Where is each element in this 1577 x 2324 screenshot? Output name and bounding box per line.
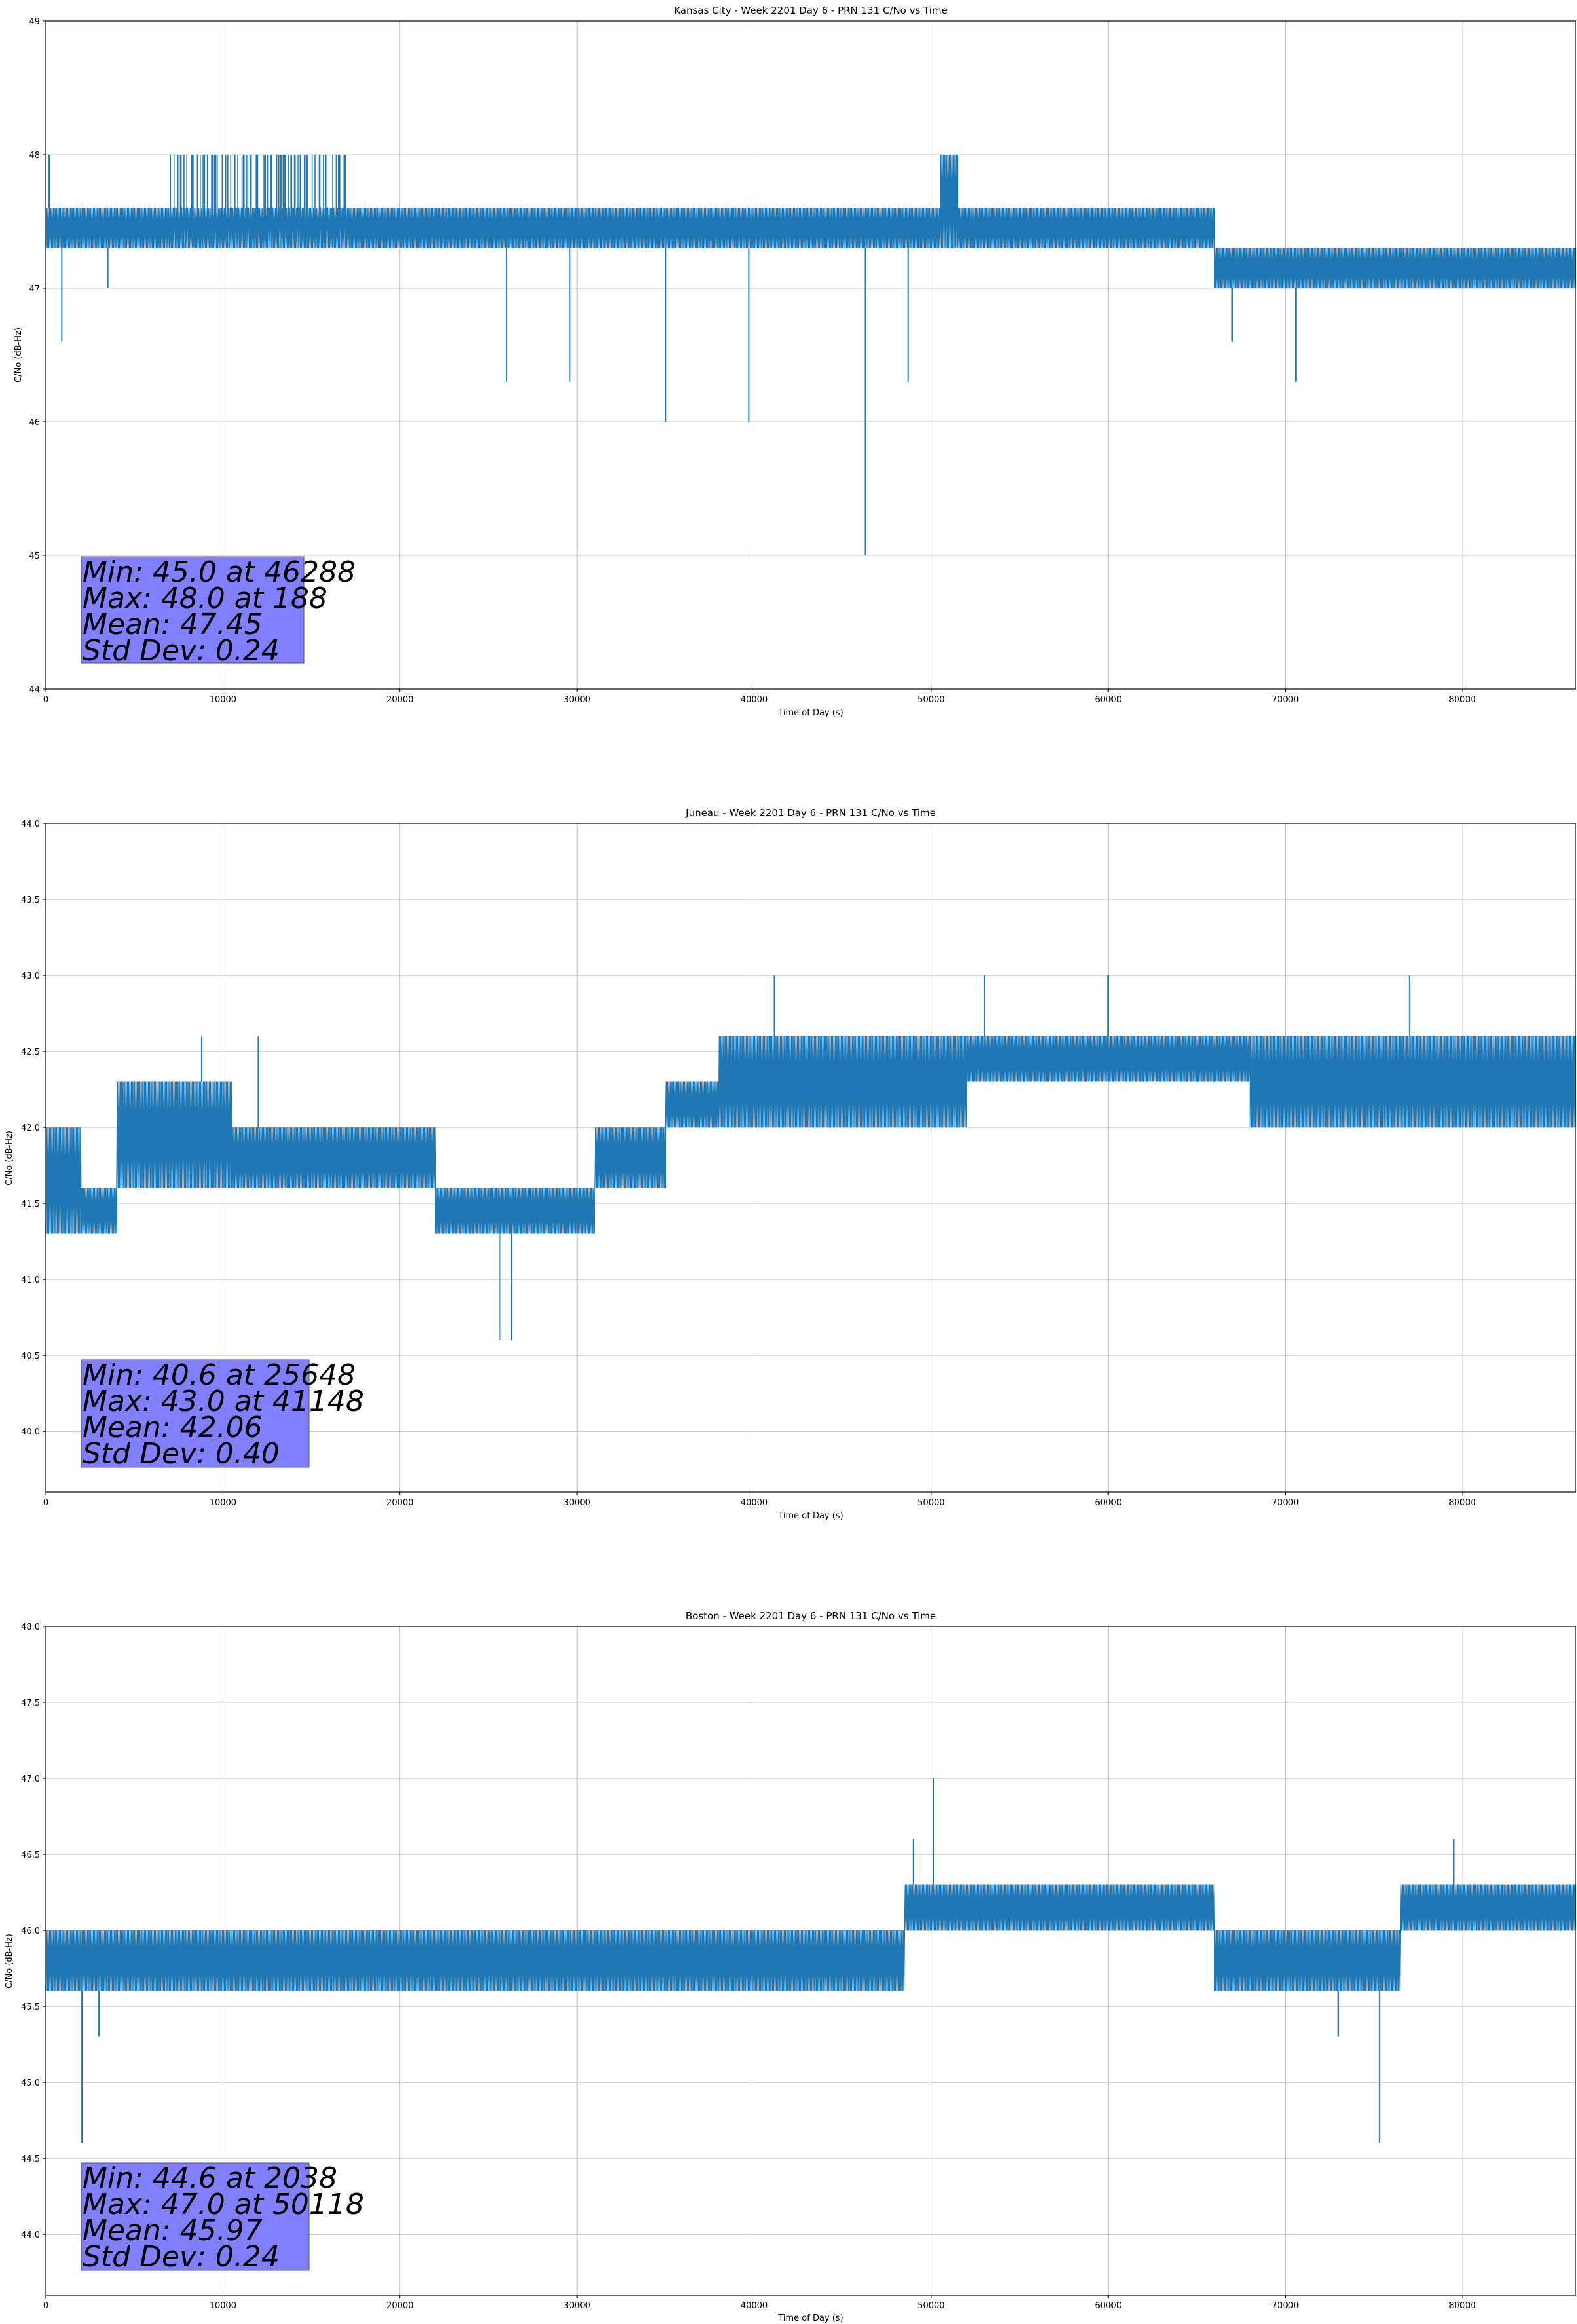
chart-3-stats-std: Std Dev: 0.24 (83, 2240, 280, 2274)
chart-3-series-line (45, 1884, 1576, 1991)
chart-1-stats-max: Max: 48.0 at 188 (83, 582, 327, 615)
chart-2-title: Juneau - Week 2201 Day 6 - PRN 131 C/No … (685, 807, 936, 819)
chart-3-y-tick-label: 46.5 (21, 1850, 40, 1860)
chart-1-title: Kansas City - Week 2201 Day 6 - PRN 131 … (674, 5, 948, 16)
chart-1-x-tick-label: 0 (43, 695, 48, 705)
chart-2-y-axis-label: C/No (dB-Hz) (5, 1131, 14, 1186)
chart-3-y-axis-label: C/No (dB-Hz) (5, 1934, 14, 1989)
chart-3-plot-area (45, 1778, 1576, 2143)
chart-1-stats-std: Std Dev: 0.24 (83, 634, 280, 667)
chart-2-x-axis-label: Time of Day (s) (777, 1511, 843, 1521)
chart-2-frame (45, 823, 1576, 1493)
chart-1-frame (45, 20, 1576, 690)
chart-2-stats-std: Std Dev: 0.40 (83, 1437, 280, 1471)
chart-3-stats-box: Min: 44.6 at 2038 Max: 47.0 at 50118 Mea… (81, 2162, 364, 2274)
chart-1-x-tick-label: 60000 (1095, 695, 1122, 705)
chart-3-stats-min: Min: 44.6 at 2038 (83, 2162, 337, 2195)
chart-2-y-tick-label: 41.0 (21, 1275, 40, 1285)
chart-3-x-tick-label: 40000 (741, 2301, 768, 2311)
chart-1-stats-mean: Mean: 47.45 (83, 608, 263, 641)
chart-2-x-tick-label: 80000 (1449, 1498, 1475, 1508)
chart-2-stats-mean: Mean: 42.06 (83, 1411, 263, 1444)
chart-2-x-tick-label: 10000 (210, 1498, 236, 1508)
chart-juneau: 0 10000 20000 30000 40000 50000 60000 70000 8000… (5, 807, 1576, 1521)
chart-2-y-tick-label: 42.0 (21, 1123, 40, 1133)
chart-3-y-tick-label: 45.5 (21, 2002, 40, 2012)
chart-2-ticks: 0 10000 20000 30000 40000 50000 60000 70000 8000… (21, 819, 1476, 1508)
chart-2-x-tick-label: 20000 (386, 1498, 413, 1508)
chart-3-y-tick-label: 48.0 (21, 1622, 40, 1632)
chart-2-x-tick-label: 30000 (563, 1498, 590, 1508)
chart-3-x-tick-label: 0 (43, 2301, 48, 2311)
chart-1-series-line (45, 154, 1576, 289)
chart-3-y-tick-label: 47.5 (21, 1698, 40, 1708)
chart-2-y-tick-label: 41.5 (21, 1199, 40, 1209)
chart-3-y-tick-label: 44.0 (21, 2230, 40, 2240)
chart-1-ticks: 0 10000 20000 30000 40000 50000 60000 70000 8000… (29, 17, 1475, 705)
chart-1-x-tick-label: 40000 (741, 695, 768, 705)
chart-1-y-tick-label: 46 (29, 418, 40, 428)
chart-1-stats-background (81, 556, 305, 664)
chart-2-y-tick-label: 44.0 (21, 819, 40, 829)
chart-1-x-axis-label: Time of Day (s) (777, 708, 843, 718)
chart-1-y-tick-label: 48 (29, 151, 40, 160)
chart-3-x-axis-label: Time of Day (s) (777, 2314, 843, 2323)
chart-3-x-tick-label: 20000 (386, 2301, 413, 2311)
chart-3-y-tick-label: 47.0 (21, 1774, 40, 1784)
chart-2-x-tick-label: 60000 (1095, 1498, 1122, 1508)
chart-3-y-tick-label: 45.0 (21, 2078, 40, 2088)
chart-1-x-tick-label: 10000 (210, 695, 236, 705)
chart-3-x-tick-label: 70000 (1272, 2301, 1299, 2311)
chart-1-y-tick-label: 44 (29, 685, 40, 695)
chart-2-y-tick-label: 43.0 (21, 971, 40, 981)
chart-1-x-tick-label: 20000 (386, 695, 413, 705)
chart-3-title: Boston - Week 2201 Day 6 - PRN 131 C/No … (686, 1610, 936, 1622)
chart-1-x-tick-label: 30000 (563, 695, 590, 705)
chart-3-x-tick-label: 10000 (210, 2301, 236, 2311)
chart-1-x-tick-label: 50000 (918, 695, 944, 705)
chart-3-ticks: 0 10000 20000 30000 40000 50000 60000 70000 8000… (21, 1622, 1476, 2311)
chart-3-x-tick-label: 80000 (1449, 2301, 1475, 2311)
chart-2-y-tick-label: 43.5 (21, 895, 40, 905)
chart-2-x-tick-label: 50000 (918, 1498, 944, 1508)
chart-3-y-tick-label: 46.0 (21, 1926, 40, 1936)
chart-2-y-tick-label: 40.5 (21, 1351, 40, 1361)
chart-2-grid (45, 823, 1576, 1492)
chart-2-x-tick-label: 70000 (1272, 1498, 1299, 1508)
chart-2-stats-background (81, 1359, 310, 1468)
chart-1-stats-min: Min: 45.0 at 46288 (83, 555, 356, 589)
chart-1-x-tick-label: 80000 (1449, 695, 1475, 705)
chart-1-stats-box: Min: 45.0 at 46288 Max: 48.0 at 188 Mean… (81, 555, 356, 667)
chart-1-x-tick-label: 70000 (1272, 695, 1299, 705)
chart-1-y-tick-label: 45 (29, 552, 40, 561)
chart-2-stats-min: Min: 40.6 at 25648 (83, 1359, 356, 1392)
chart-2-y-tick-label: 42.5 (21, 1047, 40, 1057)
chart-2-x-tick-label: 40000 (741, 1498, 768, 1508)
chart-3-frame (45, 1626, 1576, 2296)
chart-1-y-tick-label: 47 (29, 284, 40, 294)
chart-3-stats-mean: Mean: 45.97 (83, 2214, 263, 2247)
chart-3-stats-background (81, 2162, 310, 2271)
chart-2-stats-box: Min: 40.6 at 25648 Max: 43.0 at 41148 Me… (81, 1359, 364, 1471)
chart-3-stats-max: Max: 47.0 at 50118 (83, 2188, 364, 2221)
chart-2-x-tick-label: 0 (43, 1498, 48, 1508)
chart-boston: 0 10000 20000 30000 40000 50000 60000 70000 8000… (5, 1610, 1576, 2323)
chart-2-stats-max: Max: 43.0 at 41148 (83, 1385, 364, 1418)
chart-1-plot-area (45, 154, 1576, 555)
chart-kansas-city: 0 10000 20000 30000 40000 50000 60000 70000 8000… (14, 5, 1576, 718)
chart-1-y-axis-label: C/No (dB-Hz) (14, 328, 24, 383)
chart-2-plot-area (45, 975, 1576, 1340)
chart-3-x-tick-label: 30000 (563, 2301, 590, 2311)
chart-3-x-tick-label: 50000 (918, 2301, 944, 2311)
chart-2-y-tick-label: 40.0 (21, 1427, 40, 1437)
chart-3-y-tick-label: 44.5 (21, 2154, 40, 2164)
chart-1-y-tick-label: 49 (29, 17, 40, 27)
chart-3-x-tick-label: 60000 (1095, 2301, 1122, 2311)
chart-2-series-line (45, 1036, 1576, 1234)
